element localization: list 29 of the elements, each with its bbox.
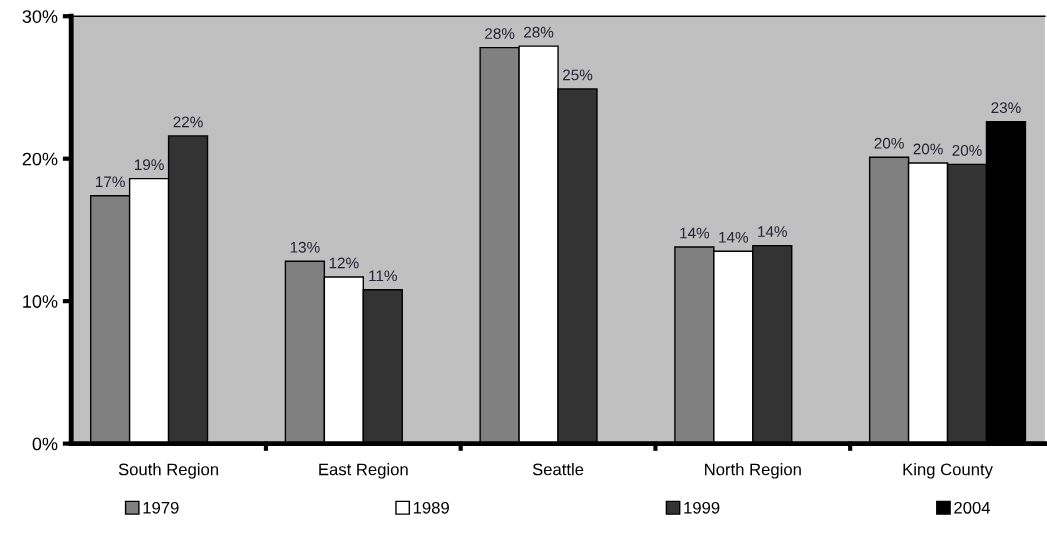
x-tick-label: North Region bbox=[705, 463, 801, 479]
data-label: 13% bbox=[290, 241, 320, 253]
data-label: 25% bbox=[563, 69, 593, 81]
data-label: 14% bbox=[758, 226, 788, 237]
x-tick-label: South Region bbox=[118, 463, 218, 479]
data-label: 28% bbox=[485, 28, 515, 39]
x-tick-label: Seattle bbox=[532, 463, 584, 476]
data-label: 20% bbox=[874, 137, 904, 149]
y-tick-label: 20% bbox=[22, 152, 58, 166]
data-label: 20% bbox=[913, 143, 943, 155]
legend-label: 1999 bbox=[684, 501, 720, 514]
y-tick-label: 30% bbox=[22, 10, 58, 23]
data-label: 12% bbox=[329, 257, 359, 269]
legend-label: 1979 bbox=[143, 501, 179, 514]
data-label: 20% bbox=[952, 145, 982, 156]
y-tick-label: 10% bbox=[23, 295, 58, 308]
data-label: 28% bbox=[524, 26, 554, 38]
x-tick-label: King County bbox=[903, 463, 993, 479]
data-label: 19% bbox=[134, 159, 164, 171]
legend-label: 1989 bbox=[413, 501, 449, 514]
y-tick-label: 0% bbox=[32, 437, 58, 451]
data-label: 14% bbox=[719, 231, 749, 243]
legend-label: 2004 bbox=[954, 501, 991, 514]
data-label: 14% bbox=[680, 227, 710, 239]
data-label: 17% bbox=[96, 176, 125, 188]
data-label: 23% bbox=[991, 102, 1021, 114]
data-label: 11% bbox=[369, 270, 397, 282]
x-tick-label: East Region bbox=[319, 463, 408, 479]
data-label: 22% bbox=[173, 116, 203, 128]
